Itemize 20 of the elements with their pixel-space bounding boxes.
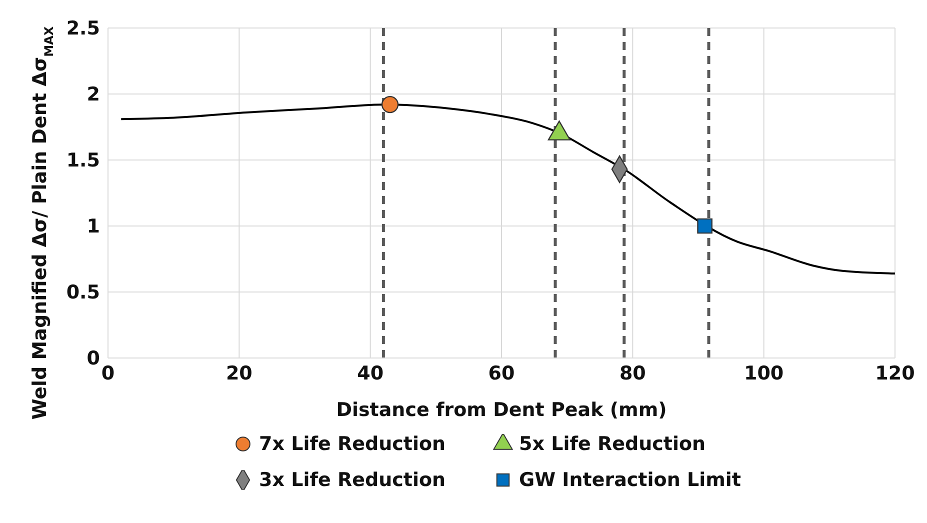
x-tick-label: 120	[875, 362, 915, 384]
y-tick-label: 1	[86, 216, 100, 238]
y-tick-label: 1.5	[66, 150, 100, 172]
x-axis-title: Distance from Dent Peak (mm)	[336, 399, 667, 421]
legend-label: 7x Life Reduction	[259, 433, 446, 455]
legend-label: 3x Life Reduction	[259, 469, 446, 491]
y-tick-label: 2	[86, 84, 100, 106]
y-tick-label: 0	[86, 348, 100, 370]
point	[697, 218, 712, 234]
legend-label: GW Interaction Limit	[519, 469, 741, 491]
x-tick-label: 80	[619, 362, 646, 384]
y-tick-label: 2.5	[66, 18, 100, 40]
legend-label: 5x Life Reduction	[519, 433, 706, 455]
x-tick-label: 60	[488, 362, 515, 384]
x-tick-label: 40	[357, 362, 384, 384]
point	[381, 96, 399, 114]
x-tick-label: 100	[744, 362, 784, 384]
y-tick-label: 0.5	[66, 282, 100, 304]
x-tick-label: 0	[101, 362, 115, 384]
x-tick-label: 20	[226, 362, 252, 384]
